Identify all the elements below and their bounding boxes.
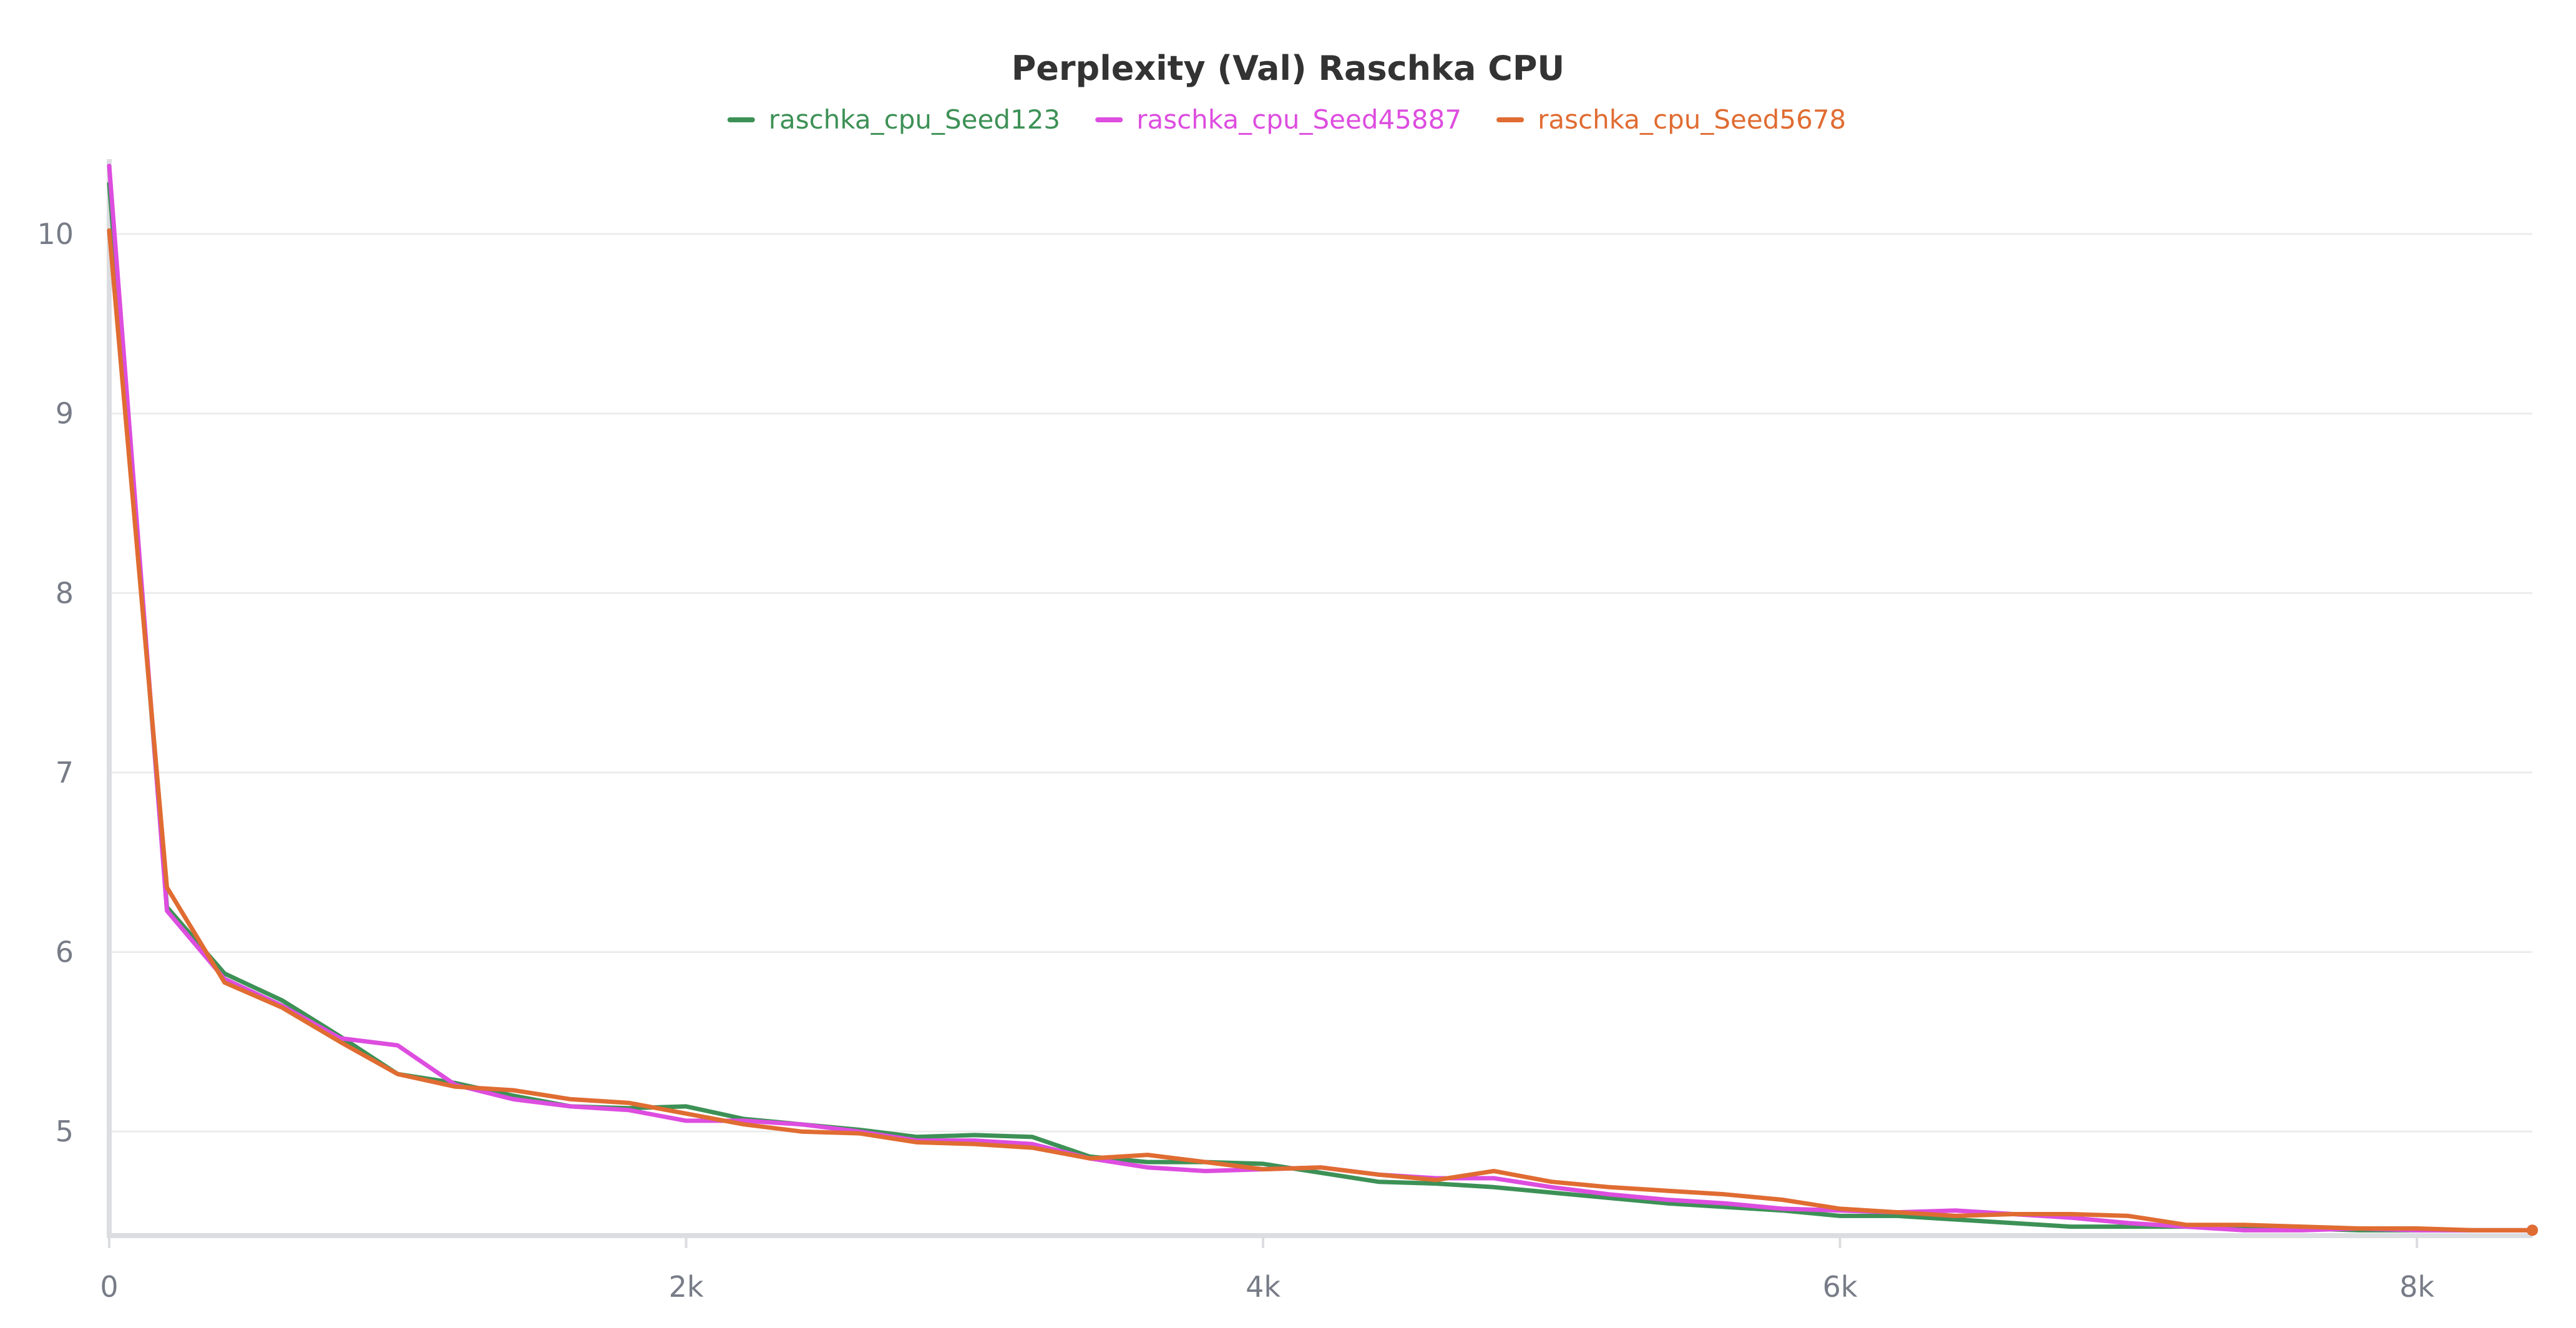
x-tick-label: 8k bbox=[2399, 1270, 2434, 1304]
legend-label: raschka_cpu_Seed5678 bbox=[1538, 104, 1846, 135]
y-tick-label: 5 bbox=[56, 1115, 74, 1148]
x-tick-label: 0 bbox=[100, 1270, 118, 1304]
y-tick-label: 7 bbox=[56, 756, 74, 789]
x-tick-label: 6k bbox=[1823, 1270, 1858, 1304]
legend-label: raschka_cpu_Seed123 bbox=[769, 104, 1060, 135]
x-tick-label: 2k bbox=[669, 1270, 704, 1304]
legend-item[interactable]: raschka_cpu_Seed123 bbox=[727, 104, 1060, 135]
series-endpoint-marker bbox=[2527, 1224, 2538, 1236]
chart-title: Perplexity (Val) Raschka CPU bbox=[1012, 49, 1565, 88]
legend-item[interactable]: raschka_cpu_Seed5678 bbox=[1496, 104, 1846, 135]
series-line-raschka_cpu_Seed45887 bbox=[107, 164, 2535, 1233]
axes: 5 6 7 8 9 10 0 2k 4k 6k 8k bbox=[37, 159, 2532, 1304]
series-lines bbox=[107, 164, 2538, 1236]
y-tick-label: 9 bbox=[56, 397, 74, 431]
legend-item[interactable]: raschka_cpu_Seed45887 bbox=[1095, 104, 1461, 135]
y-tick-label: 8 bbox=[56, 576, 74, 610]
y-tick-label: 10 bbox=[37, 217, 74, 251]
series-line-raschka_cpu_Seed5678 bbox=[107, 228, 2535, 1233]
y-tick-label: 6 bbox=[56, 935, 74, 969]
legend: raschka_cpu_Seed123 raschka_cpu_Seed45887… bbox=[727, 104, 1846, 135]
gridlines bbox=[109, 233, 2532, 1133]
series-line-raschka_cpu_Seed123 bbox=[107, 182, 2535, 1233]
x-tick-label: 4k bbox=[1246, 1270, 1281, 1304]
legend-label: raschka_cpu_Seed45887 bbox=[1136, 104, 1461, 135]
